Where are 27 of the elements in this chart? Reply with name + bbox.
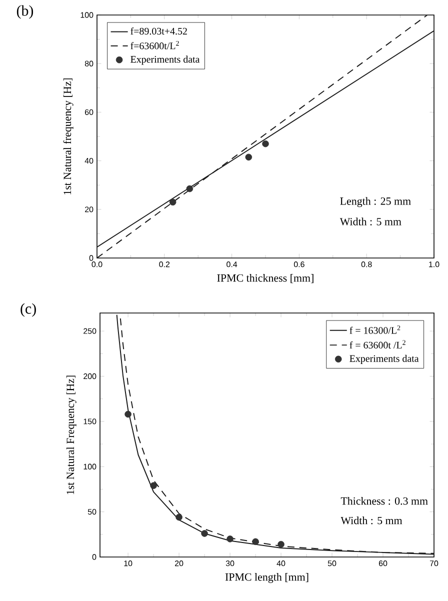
annotation: Width : 5 mm bbox=[340, 516, 402, 524]
annotation: Length : 25 mm bbox=[340, 197, 411, 208]
legend-label: f = 63600t /L$^{2}$ bbox=[350, 340, 406, 349]
point bbox=[245, 154, 252, 161]
annotation: Width : 5 mm bbox=[340, 218, 402, 226]
point bbox=[278, 540, 284, 548]
legend-label: f=63600t/L$^{2}$ bbox=[130, 40, 179, 50]
point bbox=[226, 536, 234, 542]
chart-title: (c) bbox=[20, 303, 36, 317]
chart-title: (b) bbox=[16, 5, 34, 19]
x-axis-title: IPMC length [mm] bbox=[225, 573, 308, 583]
point bbox=[150, 482, 157, 489]
point bbox=[262, 140, 269, 148]
legend-label: f=89.03t+4.52 bbox=[130, 27, 187, 35]
y-axis-title: 1st Natural frequency [Hz] bbox=[63, 78, 74, 194]
annotation: Thickness : 0.3 mm bbox=[340, 497, 428, 505]
legend-label: Experiments data bbox=[130, 56, 200, 65]
point bbox=[201, 530, 208, 537]
legend-label: Experiments data bbox=[350, 354, 419, 364]
point bbox=[176, 514, 182, 521]
legend-label: f = 16300/L$^{2}$ bbox=[350, 326, 400, 334]
point bbox=[252, 538, 259, 546]
point bbox=[186, 185, 194, 192]
point bbox=[124, 410, 132, 418]
point bbox=[169, 198, 176, 206]
y-axis-title: 1st Natural Frequency [Hz] bbox=[66, 376, 76, 494]
x-axis-title: IPMC thickness [mm] bbox=[217, 274, 314, 284]
